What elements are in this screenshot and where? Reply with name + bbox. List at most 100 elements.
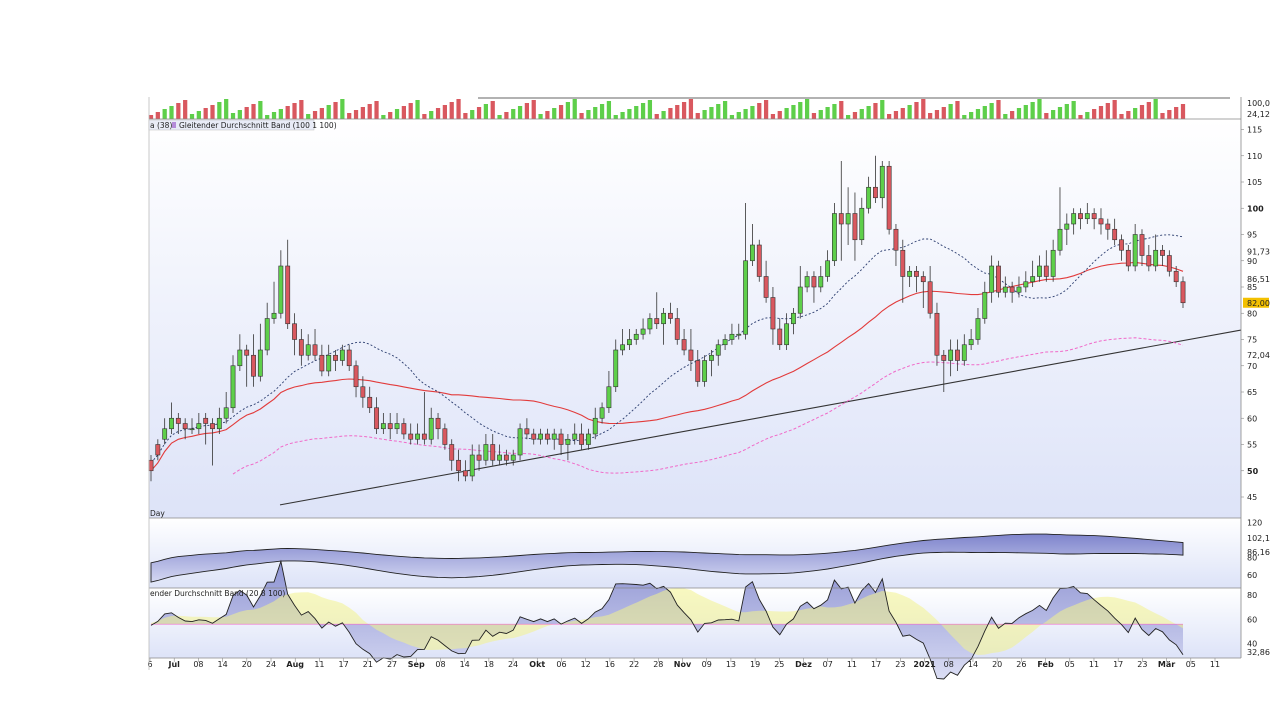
candle-body xyxy=(394,423,400,430)
price-tick-label: 105 xyxy=(1247,178,1262,187)
candle xyxy=(1030,260,1036,287)
candle xyxy=(1105,218,1111,240)
candle xyxy=(312,329,318,361)
x-tick-label: 23 xyxy=(1137,660,1147,669)
candle-body xyxy=(879,165,885,199)
candle xyxy=(893,224,899,266)
candle xyxy=(592,407,598,440)
candle-body xyxy=(1009,286,1015,293)
candle xyxy=(298,329,304,366)
indicator2-band xyxy=(150,559,1184,680)
candle-body xyxy=(503,454,509,461)
candle-body xyxy=(264,318,270,351)
price-tick-label: 95 xyxy=(1247,231,1257,240)
candle-body xyxy=(257,349,263,377)
support-trendline xyxy=(279,329,1242,506)
candle-body xyxy=(230,365,236,409)
x-tick-label: 17 xyxy=(339,660,349,669)
volume-bar xyxy=(969,112,974,119)
candle xyxy=(804,271,810,293)
price-tick-label: 115 xyxy=(1247,126,1262,135)
candle-body xyxy=(1112,228,1118,241)
x-tick-label: 08 xyxy=(435,660,445,669)
candle xyxy=(223,392,229,424)
volume-bar xyxy=(668,108,673,119)
candle xyxy=(1146,245,1152,272)
volume-bar xyxy=(825,107,830,119)
candle xyxy=(278,250,284,319)
candle xyxy=(257,323,263,382)
volume-bar xyxy=(907,105,912,119)
candle-body xyxy=(524,428,530,435)
candle-body xyxy=(1166,255,1172,272)
volume-bar xyxy=(1016,108,1022,119)
volume-bar xyxy=(367,104,372,119)
volume-bar xyxy=(422,114,427,119)
candle-body xyxy=(346,349,352,367)
volume-bar xyxy=(299,100,304,119)
volume-bar xyxy=(347,113,352,119)
axes: 45 50 55 60 65 70 75 80 85 90 95 100 105 110 115 91,73 8… xyxy=(147,99,1269,669)
candle-body xyxy=(1030,276,1036,283)
candle xyxy=(1078,208,1083,230)
volume-bar xyxy=(497,115,502,119)
candle-body xyxy=(736,333,742,336)
volume-bar xyxy=(634,106,639,119)
candle-body xyxy=(469,454,475,477)
candle xyxy=(1119,234,1124,261)
candle-body xyxy=(442,428,448,445)
candle-body xyxy=(626,339,632,346)
candle xyxy=(784,313,790,350)
x-tick-label: 05 xyxy=(1186,660,1196,669)
volume-bar xyxy=(818,110,823,119)
candle xyxy=(1153,234,1159,272)
candle-body xyxy=(1023,281,1029,288)
volume-bar xyxy=(839,101,844,119)
candle xyxy=(941,350,947,392)
candle-body xyxy=(886,165,892,230)
candle xyxy=(667,302,673,324)
candle xyxy=(326,344,332,377)
volume-bar xyxy=(811,113,817,119)
candle xyxy=(920,271,926,308)
candle xyxy=(189,418,195,434)
volume-bar xyxy=(880,100,885,119)
volume-bar xyxy=(873,103,878,119)
candle xyxy=(182,418,188,440)
x-tick-label: Dez xyxy=(795,660,812,669)
candle xyxy=(264,302,270,356)
candle-body xyxy=(599,407,605,419)
volume-bar xyxy=(1180,104,1186,119)
volume-bar xyxy=(852,112,858,119)
volume-bar xyxy=(285,106,290,119)
volume-bar xyxy=(1098,106,1104,119)
indicator2-yellow-band xyxy=(151,588,1183,655)
x-tick-label: 06 xyxy=(556,660,566,669)
candle-body xyxy=(285,265,291,325)
candle-body xyxy=(517,428,523,456)
candle-body xyxy=(1132,234,1138,267)
legend-swatch xyxy=(172,122,176,128)
volume-bar xyxy=(695,113,700,119)
x-tick-label: Aug xyxy=(286,660,304,669)
indicator1-marker-label: 86,16 xyxy=(1247,548,1270,557)
candle xyxy=(715,339,721,366)
candle xyxy=(907,266,913,287)
candle-body xyxy=(681,339,687,351)
volume-bar xyxy=(934,110,940,119)
x-tick-label: 6 xyxy=(147,660,152,669)
candle xyxy=(360,376,366,408)
volume-bar xyxy=(237,110,242,119)
candle-body xyxy=(750,244,755,262)
volume-bar xyxy=(394,109,400,119)
candle xyxy=(811,271,817,303)
x-tick-label: 14 xyxy=(460,660,470,669)
volume-bar xyxy=(845,115,851,119)
volume-bar xyxy=(524,103,530,119)
candle xyxy=(633,329,639,345)
candle-body xyxy=(271,312,277,319)
candle-body xyxy=(1180,281,1186,304)
volume-bar xyxy=(148,115,154,119)
volume-bar xyxy=(271,112,277,119)
